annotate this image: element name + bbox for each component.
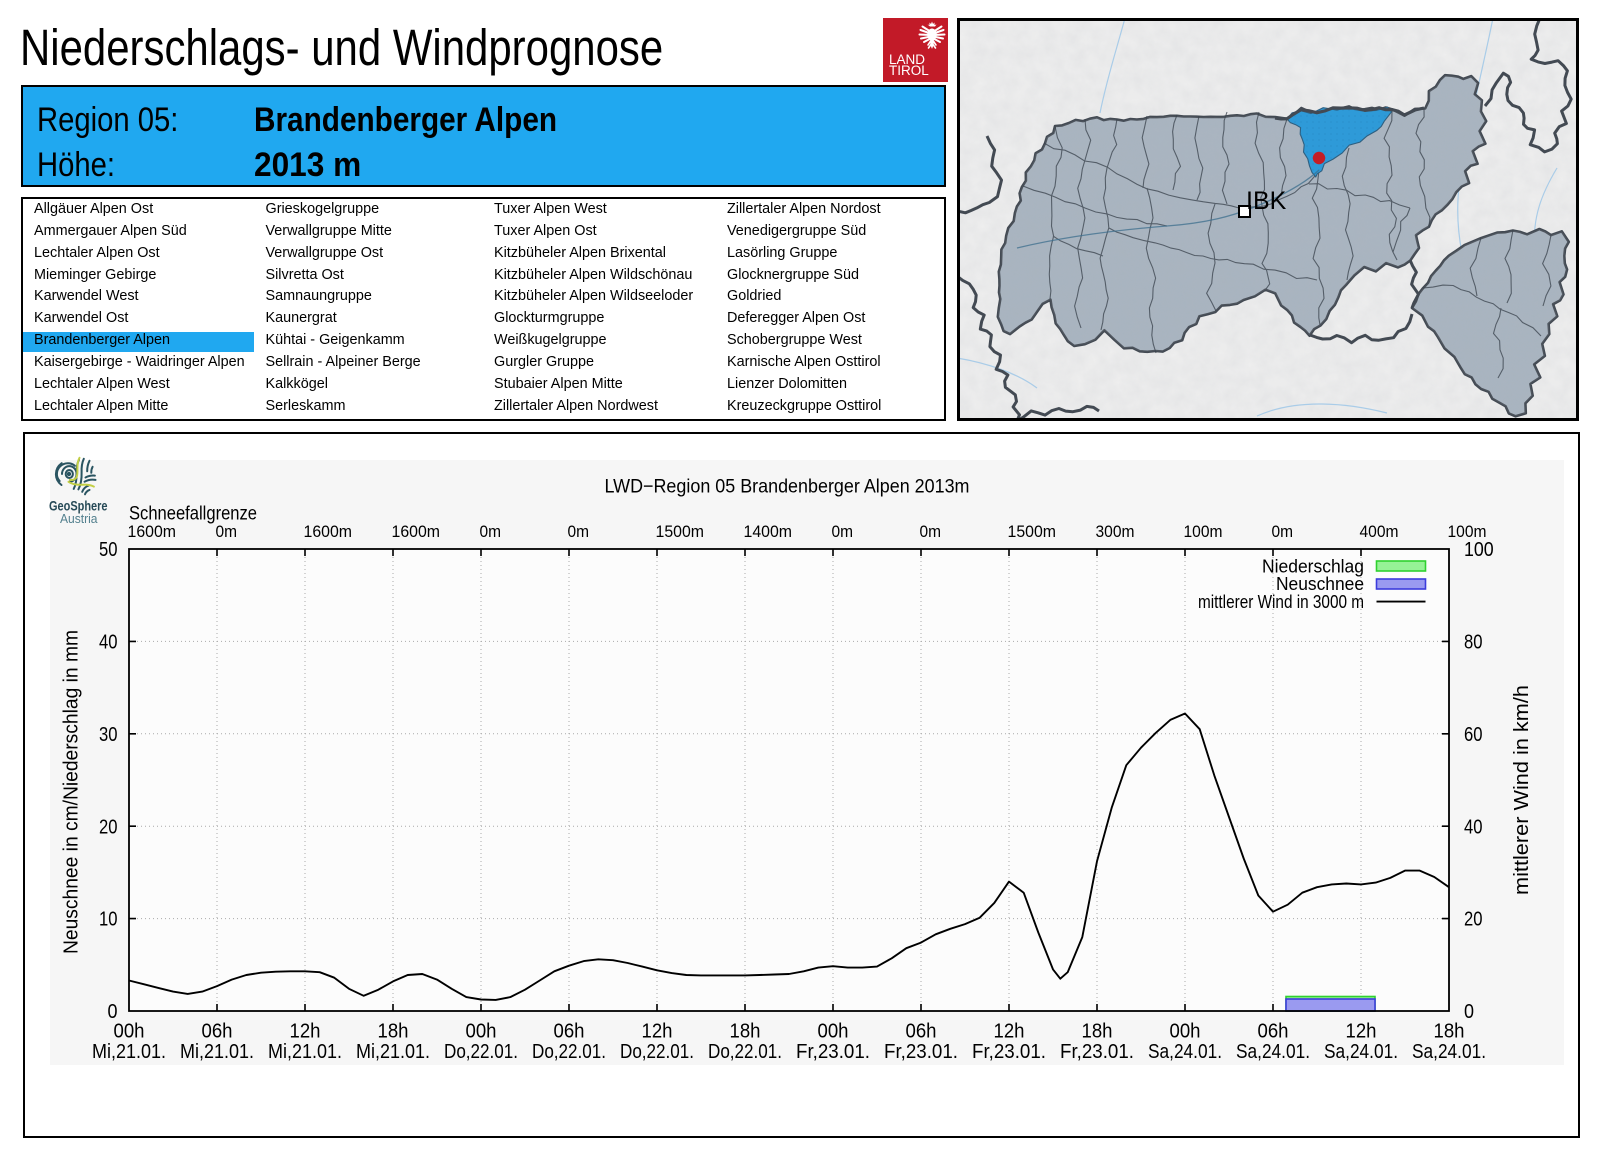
svg-text:mittlerer Wind in km/h: mittlerer Wind in km/h bbox=[1511, 685, 1533, 895]
svg-text:40: 40 bbox=[99, 631, 118, 654]
svg-text:0: 0 bbox=[108, 1000, 118, 1023]
svg-text:Do,22.01.: Do,22.01. bbox=[620, 1040, 694, 1063]
svg-text:Neuschnee in cm/Niederschlag i: Neuschnee in cm/Niederschlag in mm bbox=[61, 630, 83, 954]
svg-text:Mi,21.01.: Mi,21.01. bbox=[268, 1040, 342, 1063]
svg-text:06h: 06h bbox=[906, 1020, 937, 1043]
svg-text:100m: 100m bbox=[1448, 522, 1487, 541]
svg-text:18h: 18h bbox=[1082, 1020, 1113, 1043]
svg-text:12h: 12h bbox=[642, 1020, 673, 1043]
svg-text:1600m: 1600m bbox=[392, 522, 441, 541]
svg-text:00h: 00h bbox=[818, 1020, 849, 1043]
svg-text:06h: 06h bbox=[202, 1020, 233, 1043]
svg-text:Neuschnee: Neuschnee bbox=[1276, 573, 1364, 594]
svg-text:1500m: 1500m bbox=[656, 522, 705, 541]
svg-text:Do,22.01.: Do,22.01. bbox=[532, 1040, 606, 1063]
svg-text:0m: 0m bbox=[1272, 522, 1294, 541]
svg-text:06h: 06h bbox=[1258, 1020, 1289, 1043]
svg-text:1400m: 1400m bbox=[744, 522, 793, 541]
svg-text:30: 30 bbox=[99, 723, 118, 746]
svg-text:300m: 300m bbox=[1096, 522, 1135, 541]
svg-text:Sa,24.01.: Sa,24.01. bbox=[1324, 1040, 1398, 1063]
svg-text:0m: 0m bbox=[568, 522, 590, 541]
svg-text:Mi,21.01.: Mi,21.01. bbox=[92, 1040, 166, 1063]
svg-text:Mi,21.01.: Mi,21.01. bbox=[180, 1040, 254, 1063]
svg-text:Do,22.01.: Do,22.01. bbox=[708, 1040, 782, 1063]
svg-text:40: 40 bbox=[1464, 815, 1483, 838]
svg-text:10: 10 bbox=[99, 908, 118, 931]
svg-text:100m: 100m bbox=[1184, 522, 1223, 541]
svg-text:Fr,23.01.: Fr,23.01. bbox=[884, 1040, 958, 1063]
svg-text:Fr,23.01.: Fr,23.01. bbox=[796, 1040, 870, 1063]
svg-text:18h: 18h bbox=[378, 1020, 409, 1043]
svg-text:20: 20 bbox=[99, 815, 118, 838]
svg-text:12h: 12h bbox=[290, 1020, 321, 1043]
svg-text:Mi,21.01.: Mi,21.01. bbox=[356, 1040, 430, 1063]
svg-text:00h: 00h bbox=[1170, 1020, 1201, 1043]
svg-text:00h: 00h bbox=[114, 1020, 145, 1043]
svg-text:Sa,24.01.: Sa,24.01. bbox=[1236, 1040, 1310, 1063]
svg-text:100: 100 bbox=[1464, 538, 1494, 561]
svg-text:Austria: Austria bbox=[60, 512, 98, 526]
svg-text:1600m: 1600m bbox=[304, 522, 353, 541]
svg-text:0: 0 bbox=[1464, 1000, 1474, 1023]
svg-text:Schneefallgrenze: Schneefallgrenze bbox=[129, 502, 257, 524]
svg-text:400m: 400m bbox=[1360, 522, 1399, 541]
svg-text:GeoSphere: GeoSphere bbox=[49, 499, 108, 514]
svg-text:LWD−Region 05 Brandenberger Al: LWD−Region 05 Brandenberger Alpen 2013m bbox=[605, 475, 970, 497]
svg-text:1500m: 1500m bbox=[1008, 522, 1057, 541]
svg-text:Niederschlag: Niederschlag bbox=[1262, 556, 1364, 577]
svg-text:18h: 18h bbox=[730, 1020, 761, 1043]
svg-text:Fr,23.01.: Fr,23.01. bbox=[972, 1040, 1046, 1063]
svg-text:0m: 0m bbox=[480, 522, 502, 541]
svg-text:18h: 18h bbox=[1434, 1020, 1465, 1043]
svg-text:mittlerer Wind in 3000 m: mittlerer Wind in 3000 m bbox=[1198, 591, 1364, 612]
svg-text:Sa,24.01.: Sa,24.01. bbox=[1412, 1040, 1486, 1063]
svg-text:50: 50 bbox=[99, 538, 118, 561]
svg-text:06h: 06h bbox=[554, 1020, 585, 1043]
svg-text:Do,22.01.: Do,22.01. bbox=[444, 1040, 518, 1063]
svg-text:00h: 00h bbox=[466, 1020, 497, 1043]
svg-text:1600m: 1600m bbox=[128, 522, 177, 541]
svg-text:Fr,23.01.: Fr,23.01. bbox=[1060, 1040, 1134, 1063]
svg-text:80: 80 bbox=[1464, 631, 1483, 654]
svg-text:0m: 0m bbox=[920, 522, 942, 541]
svg-text:60: 60 bbox=[1464, 723, 1483, 746]
svg-text:12h: 12h bbox=[994, 1020, 1025, 1043]
svg-text:IBK: IBK bbox=[1246, 187, 1287, 215]
svg-text:12h: 12h bbox=[1346, 1020, 1377, 1043]
svg-text:0m: 0m bbox=[832, 522, 854, 541]
svg-text:20: 20 bbox=[1464, 908, 1483, 931]
svg-text:0m: 0m bbox=[216, 522, 238, 541]
svg-text:Sa,24.01.: Sa,24.01. bbox=[1148, 1040, 1222, 1063]
